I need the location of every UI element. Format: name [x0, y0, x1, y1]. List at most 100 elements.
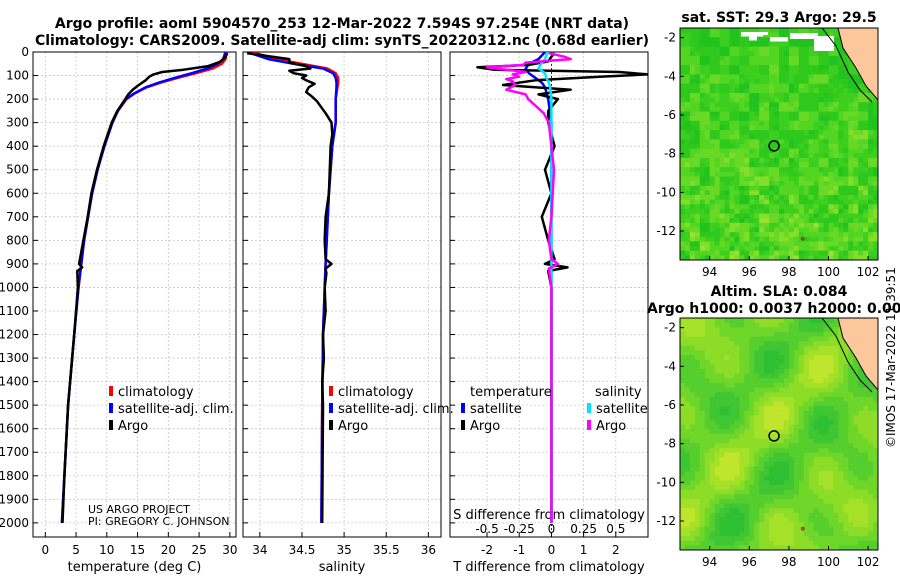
map-cell [788, 494, 795, 500]
map-cell [729, 401, 735, 407]
map-cell [843, 250, 849, 256]
map-cell [833, 447, 839, 453]
map-cell [714, 410, 720, 416]
map-cell [803, 120, 810, 126]
map-cell [719, 120, 725, 126]
map-cell [709, 199, 716, 205]
map-cell [729, 32, 735, 38]
map-cell [729, 120, 735, 126]
map-cell [680, 55, 686, 61]
map-cell [739, 443, 745, 449]
map-cell [704, 387, 711, 393]
map-cell [709, 355, 716, 361]
map-cell [724, 424, 730, 430]
map-cell [803, 350, 810, 356]
map-cell [729, 355, 735, 361]
map-cell [779, 148, 785, 154]
map-cell [783, 167, 790, 173]
map-cell [709, 74, 716, 80]
map-cell [818, 526, 824, 532]
map-cell [689, 345, 696, 351]
map-cell [684, 97, 691, 103]
map-cell [863, 531, 869, 537]
map-cell [749, 139, 755, 145]
map-cell [694, 213, 701, 219]
map-cell [858, 79, 864, 85]
map-cell [694, 190, 701, 196]
map-cell [853, 148, 859, 154]
map-cell [680, 167, 686, 173]
map-cell [783, 331, 790, 337]
map-cell [739, 92, 745, 98]
map-cell [759, 246, 765, 252]
map-cell [729, 153, 735, 159]
map-cell [739, 452, 745, 458]
map-cell [803, 232, 810, 238]
map-cell [803, 461, 810, 467]
map-cell [744, 171, 750, 177]
map-cell [833, 359, 839, 365]
x-tick-label: 1 [580, 543, 588, 557]
map-cell [694, 102, 701, 108]
map-cell [709, 318, 716, 324]
map-cell [823, 480, 829, 486]
map-cell [818, 74, 824, 80]
map-cell [709, 452, 716, 458]
map-cell [734, 41, 740, 47]
map-cell [848, 382, 854, 388]
map-cell [843, 350, 849, 356]
map-cell [744, 148, 750, 154]
map-cell [684, 167, 691, 173]
map-cell [764, 208, 770, 214]
map-cell [744, 429, 750, 435]
map-cell [759, 37, 765, 43]
map-cell [863, 517, 869, 523]
map-cell [788, 392, 795, 398]
map-cell [838, 369, 844, 375]
map-cell [689, 46, 696, 52]
map-cell [749, 369, 755, 375]
map-cell [719, 359, 725, 365]
map-cell [788, 204, 795, 210]
map-cell [689, 28, 696, 34]
map-cell [774, 65, 780, 71]
map-cell [798, 392, 805, 398]
map-cell [803, 69, 810, 75]
map-cell [699, 199, 706, 205]
map-cell [788, 241, 795, 247]
map-cell [828, 475, 834, 481]
map-cell [724, 88, 730, 94]
map-cell [793, 55, 800, 61]
map-cell [848, 83, 854, 89]
map-cell [724, 120, 730, 126]
map-cell [783, 134, 790, 140]
map-cell [803, 392, 810, 398]
map-cell [808, 134, 815, 140]
map-cell [823, 447, 829, 453]
map-cell [818, 545, 824, 550]
map-cell [873, 410, 878, 416]
map-cell [818, 55, 824, 61]
map-cell [808, 92, 815, 98]
map-cell [774, 92, 780, 98]
map-cell [803, 208, 810, 214]
map-cell [838, 41, 844, 47]
map-cell [838, 74, 844, 80]
map-cell [744, 517, 750, 523]
map-cell [868, 498, 874, 504]
map-cell [744, 498, 750, 504]
map-cell [783, 471, 790, 477]
map-cell [759, 526, 765, 532]
map-cell [714, 359, 720, 365]
map-cell [853, 171, 859, 177]
map-cell [798, 125, 805, 131]
map-cell [739, 227, 745, 233]
map-cell [680, 540, 686, 546]
map-cell [689, 79, 696, 85]
map-cell [744, 447, 750, 453]
map-cell [813, 327, 819, 333]
map-cell [853, 443, 859, 449]
map-cell [769, 480, 775, 486]
map-cell [724, 350, 730, 356]
map-cell [734, 37, 740, 43]
